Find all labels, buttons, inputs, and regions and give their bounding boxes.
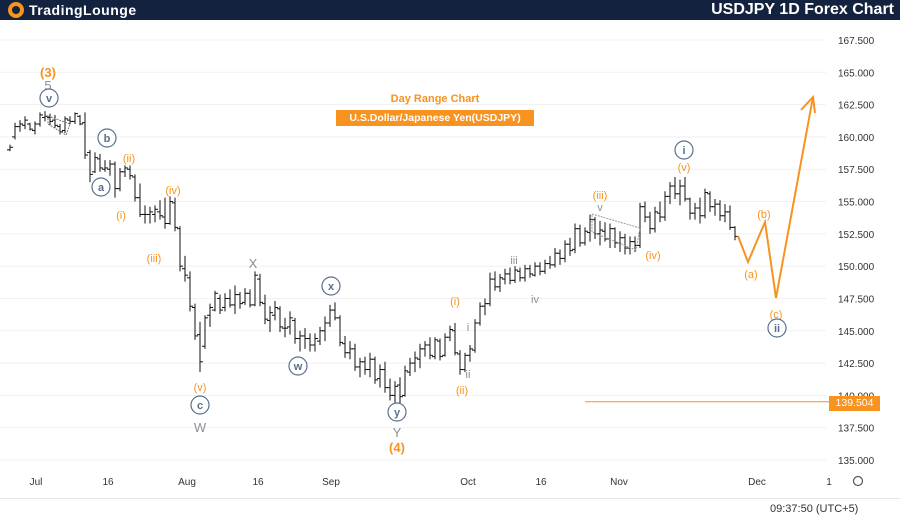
clock-readout: 09:37:50 (UTC+5) — [770, 503, 859, 515]
wave-label-lv_s: v — [597, 202, 603, 214]
wave-labels: (3)5vba(ii)(i)(iv)(iii)(v)cWXwxyY(4)(i)i… — [39, 65, 787, 455]
wave-label-circle — [387, 402, 407, 422]
x-tick-label: Nov — [610, 477, 628, 488]
wave-label-lc: c — [197, 400, 203, 412]
wave-label-lb: b — [104, 133, 111, 145]
x-tick-label: 16 — [535, 477, 547, 488]
wave-label-liv2: (iv) — [645, 250, 660, 262]
y-tick-label: 147.500 — [838, 294, 875, 305]
y-tick-label: 167.500 — [838, 36, 875, 47]
projected-wave-path — [737, 96, 814, 299]
consolidation-flag — [47, 115, 71, 136]
x-tick-label: Sep — [322, 477, 340, 488]
y-tick-label: 152.500 — [838, 230, 875, 241]
wave-label-circle — [97, 128, 117, 148]
wave-overlays — [47, 94, 829, 403]
wave-label-circle — [674, 140, 694, 160]
price-level-tag: 139.504 — [829, 396, 880, 411]
price-axis: 167.500 165.000 162.500 160.000 157.500 155.0… — [838, 36, 875, 467]
y-tick-label: 155.000 — [838, 198, 875, 209]
header-bar: TradingLounge USDJPY 1D Forex Chart — [0, 0, 900, 20]
y-tick-label: 142.500 — [838, 359, 875, 370]
wave-label-lyc: y — [394, 407, 401, 419]
wave-label-lwc: w — [293, 361, 303, 373]
x-tick-label: 16 — [252, 477, 264, 488]
chart-subtitle: Day Range Chart — [390, 93, 480, 105]
wave-label-la2: (a) — [744, 269, 757, 281]
wave-label-lii_s: ii — [466, 369, 471, 381]
wave-label-liii1: (iii) — [147, 253, 162, 265]
wave-label-lii2: (ii) — [456, 385, 468, 397]
wave-label-lv: v — [46, 93, 53, 105]
wave-label-l5: 5 — [44, 78, 51, 93]
consolidation-flag — [591, 213, 641, 251]
chart-title: USDJPY 1D Forex Chart — [711, 1, 894, 18]
wave-label-circle — [39, 88, 59, 108]
wave-label-la: a — [98, 182, 105, 194]
wave-label-lxc: x — [328, 281, 335, 293]
axis-divider — [0, 498, 900, 499]
logo-icon — [8, 2, 24, 18]
wave-label-lW: W — [194, 420, 207, 435]
y-tick-label: 160.000 — [838, 133, 875, 144]
wave-label-lv3: (v) — [678, 162, 691, 174]
wave-label-liv1: (iv) — [165, 185, 180, 197]
wave-label-lY: Y — [393, 425, 402, 440]
x-tick-label: Jul — [30, 477, 43, 488]
y-tick-label: 165.000 — [838, 68, 875, 79]
y-tick-label: 157.500 — [838, 165, 875, 176]
wave-label-li_s: i — [467, 322, 469, 334]
wave-label-li1: (i) — [116, 210, 126, 222]
wave-label-l4: (4) — [389, 440, 405, 455]
wave-label-lX: X — [249, 256, 258, 271]
wave-label-lb2: (b) — [757, 209, 770, 221]
brand-name: TradingLounge — [29, 2, 137, 18]
y-tick-label: 150.000 — [838, 262, 875, 273]
wave-label-lic: i — [682, 145, 685, 157]
y-tick-label: 162.500 — [838, 101, 875, 112]
wave-label-circle — [190, 395, 210, 415]
wave-label-circle — [288, 356, 308, 376]
x-tick-label: Aug — [178, 477, 196, 488]
y-tick-label: 145.000 — [838, 327, 875, 338]
brand-logo: TradingLounge — [8, 1, 137, 19]
wave-label-circle — [321, 276, 341, 296]
wave-label-liii2: (iii) — [593, 190, 608, 202]
x-tick-label: Dec — [748, 477, 766, 488]
wave-label-circle — [91, 177, 111, 197]
x-tick-label: 16 — [102, 477, 114, 488]
wave-label-l3: (3) — [40, 65, 56, 80]
settings-icon[interactable] — [852, 475, 864, 487]
wave-label-liv_s: iv — [531, 294, 539, 306]
wave-label-lv2: (v) — [194, 382, 207, 394]
y-tick-label: 137.500 — [838, 424, 875, 435]
wave-label-liii_s: iii — [510, 255, 517, 267]
instrument-badge: U.S.Dollar/Japanese Yen(USDJPY) — [336, 110, 534, 126]
y-tick-label: 135.000 — [838, 456, 875, 467]
wave-label-li2: (i) — [450, 296, 460, 308]
wave-label-liic: ii — [774, 323, 780, 335]
x-tick-label: 1 — [826, 477, 832, 488]
projection-arrowhead — [800, 94, 816, 114]
wave-label-lii1: (ii) — [123, 153, 135, 165]
ohlc-bars — [7, 111, 738, 406]
wave-label-circle — [767, 318, 787, 338]
time-axis: Jul 16 Aug 16 Sep Oct 16 Nov Dec 1 — [30, 475, 864, 488]
wave-label-lc2: (c) — [770, 309, 783, 321]
x-tick-label: Oct — [460, 477, 476, 488]
